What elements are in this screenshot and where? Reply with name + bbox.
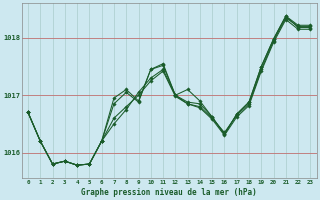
X-axis label: Graphe pression niveau de la mer (hPa): Graphe pression niveau de la mer (hPa) (81, 188, 257, 197)
